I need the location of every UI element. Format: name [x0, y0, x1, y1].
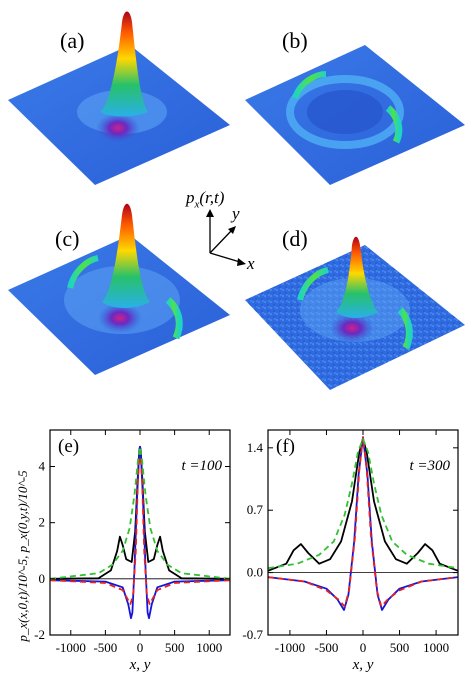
panel-label-a: (a): [60, 28, 85, 53]
y-tick-label: 1.4: [247, 440, 264, 455]
panel-label: (f): [276, 436, 295, 457]
z-args: (r,t): [199, 188, 225, 207]
axes-glyph-z-label: px(r,t): [186, 188, 224, 210]
x-tick-label: -500: [315, 640, 339, 655]
y-tick-label: 0.0: [247, 565, 263, 580]
x-tick-label: 0: [360, 640, 367, 655]
panel-label-c: (c): [55, 226, 80, 251]
time-annotation: t =300: [409, 458, 450, 474]
y-tick-label: 0.7: [247, 502, 264, 517]
z-subscript: x: [194, 198, 200, 211]
y-tick-label: 0: [39, 571, 46, 586]
z-label: p: [186, 188, 195, 207]
x-axis-label: x, y: [352, 657, 374, 673]
x-tick-label: 500: [390, 640, 410, 655]
x-tick-label: -1000: [275, 640, 305, 655]
line-charts: -1000 -500 0 500 1000 -2 0 2 4 (e) t =100 x, y -100…: [15, 429, 459, 673]
x-axis-label: x, y: [129, 657, 151, 673]
y-tick-label: -2: [34, 627, 45, 642]
axes-glyph: [206, 209, 246, 266]
surface-panel-c: [8, 203, 230, 375]
y-tick-label: -0.7: [242, 627, 263, 642]
axes-glyph-y-label: y: [232, 204, 240, 223]
surface-figure: [8, 11, 465, 390]
x-tick-label: 0: [137, 640, 144, 655]
surface-panel-b: [245, 45, 465, 185]
x-tick-label: 1000: [423, 640, 449, 655]
panel-label: (e): [58, 436, 79, 457]
panel-label-b: (b): [282, 28, 308, 53]
axes-glyph-x-label: x: [247, 254, 255, 273]
surface-panel-d: [245, 236, 465, 390]
x-tick-label: -1000: [56, 640, 86, 655]
shared-ylabel: p_x(x,0,t)/10^-5, p_x(0,y,t)/10^-5: [15, 470, 30, 643]
panel-label-d: (d): [282, 226, 308, 251]
series-line-blue: [49, 445, 231, 620]
chart-f: -1000 -500 0 500 1000 -0.7 0.0 0.7 1.4 (f) t =300 x…: [242, 429, 459, 673]
y-tick-label: 2: [39, 515, 46, 530]
y-tick-label: 4: [39, 459, 46, 474]
x-tick-label: 500: [165, 640, 185, 655]
surface-panel-a: [8, 11, 230, 185]
x-tick-label: 1000: [196, 640, 222, 655]
time-annotation: t =100: [181, 458, 222, 474]
chart-e: -1000 -500 0 500 1000 -2 0 2 4 (e) t =100 x, y: [34, 429, 231, 673]
series-line-red: [267, 436, 459, 608]
series-line-green: [49, 445, 231, 580]
series-line-green: [267, 437, 459, 570]
x-tick-label: -500: [93, 640, 117, 655]
